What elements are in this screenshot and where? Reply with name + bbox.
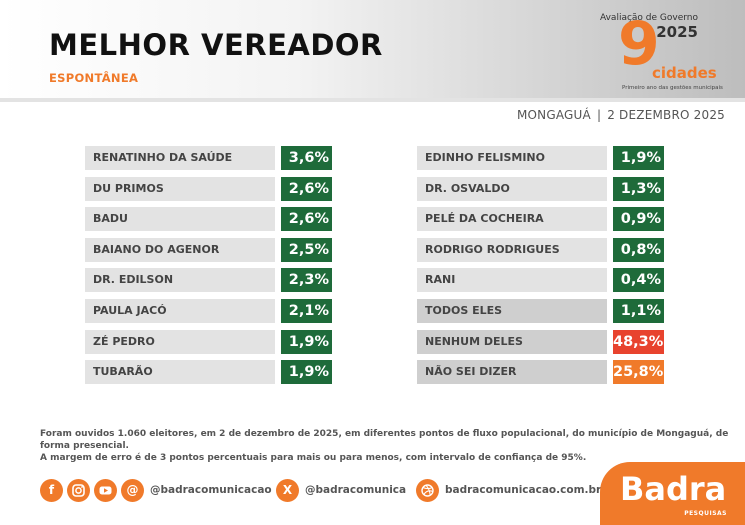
social-handle-x[interactable]: @badracomunica [305, 484, 407, 496]
candidate-name: ZÉ PEDRO [85, 329, 275, 354]
percentage-value: 1,9% [613, 146, 664, 170]
chart-row: PELÉ DA COCHEIRA 0,9% [417, 207, 664, 232]
percentage-value: 2,6% [281, 207, 332, 232]
candidate-name: RODRIGO RODRIGUES [417, 237, 607, 262]
percentage-value: 2,3% [281, 268, 332, 293]
badra-logo-word: Badra [620, 470, 727, 508]
candidate-name: DR. EDILSON [85, 268, 275, 293]
percentage-value: 48,3% [613, 329, 664, 354]
candidate-name: DU PRIMOS [85, 176, 275, 201]
candidate-name: RANI [417, 268, 607, 293]
candidate-name: EDINHO FELISMINO [417, 146, 607, 170]
chart-row: DR. EDILSON 2,3% [85, 268, 332, 293]
chart-row: NENHUM DELES 48,3% [417, 329, 664, 354]
chart-row: RENATINHO DA SAÚDE 3,6% [85, 146, 332, 170]
percentage-value: 2,6% [281, 176, 332, 201]
place-date: MONGAGUÁ | 2 DEZEMBRO 2025 [517, 108, 725, 122]
footnote-line-1: Foram ouvidos 1.060 eleitores, em 2 de d… [40, 429, 729, 451]
date-label: 2 DEZEMBRO 2025 [607, 108, 725, 122]
instagram-icon[interactable] [67, 478, 90, 502]
social-handle-main[interactable]: @badracomunicacao [150, 484, 272, 496]
percentage-value: 0,9% [613, 207, 664, 232]
social-group-main: f @ @badracomunicacao [40, 477, 272, 503]
candidate-name: BADU [85, 207, 275, 232]
chart-row: EDINHO FELISMINO 1,9% [417, 146, 664, 170]
percentage-value: 1,9% [281, 329, 332, 354]
chart-row: TODOS ELES 1,1% [417, 299, 664, 323]
logo-number: 9 [618, 9, 660, 79]
candidate-name: DR. OSVALDO [417, 176, 607, 201]
percentage-value: 0,8% [613, 237, 664, 262]
footnote-line-2: A margem de erro é de 3 pontos percentua… [40, 453, 587, 463]
badra-logo-sub: PESQUISAS [684, 510, 727, 517]
chart-row: TUBARÃO 1,9% [85, 360, 332, 385]
percentage-value: 1,1% [613, 299, 664, 323]
place-date-separator: | [596, 108, 602, 122]
chart-row: BADU 2,6% [85, 207, 332, 232]
badra-logo: Badra PESQUISAS [600, 462, 745, 525]
percentage-value: 0,4% [613, 268, 664, 293]
chart-row: RANI 0,4% [417, 268, 664, 293]
chart-row: NÃO SEI DIZER 25,8% [417, 360, 664, 385]
percentage-value: 25,8% [613, 360, 664, 385]
candidate-name: NENHUM DELES [417, 329, 607, 354]
chart-row: PAULA JACÓ 2,1% [85, 299, 332, 323]
logo-tagline: Primeiro ano das gestões municipais [622, 85, 723, 91]
candidate-name: TUBARÃO [85, 360, 275, 385]
logo-year: 2025 [656, 23, 698, 41]
methodology-footnote: Foram ouvidos 1.060 eleitores, em 2 de d… [40, 428, 730, 464]
candidate-name: PAULA JACÓ [85, 299, 275, 323]
dribbble-icon[interactable] [416, 478, 439, 502]
page-title: MELHOR VEREADOR [49, 28, 383, 62]
percentage-value: 1,9% [281, 360, 332, 385]
place-label: MONGAGUÁ [516, 108, 591, 122]
header-band [0, 0, 745, 98]
website-link[interactable]: badracomunicacao.com.br [445, 484, 602, 496]
chart-row: DR. OSVALDO 1,3% [417, 176, 664, 201]
social-group-x: X @badracomunica [276, 477, 406, 503]
candidate-name: PELÉ DA COCHEIRA [417, 207, 607, 232]
candidate-name: RENATINHO DA SAÚDE [85, 146, 275, 170]
chart-row: ZÉ PEDRO 1,9% [85, 329, 332, 354]
candidate-name: NÃO SEI DIZER [417, 360, 607, 385]
candidate-name: TODOS ELES [417, 299, 607, 323]
percentage-value: 3,6% [281, 146, 332, 170]
header-divider [0, 98, 745, 102]
logo-word: cidades [652, 64, 717, 82]
chart-row: RODRIGO RODRIGUES 0,8% [417, 237, 664, 262]
social-group-site: badracomunicacao.com.br [416, 477, 601, 503]
logo-top-text: Avaliação de Governo [599, 13, 698, 23]
facebook-icon[interactable]: f [40, 478, 63, 502]
percentage-value: 2,1% [281, 299, 332, 323]
percentage-value: 2,5% [281, 237, 332, 262]
page-subtitle: ESPONTÂNEA [49, 71, 139, 85]
candidate-name: BAIANO DO AGENOR [85, 237, 275, 262]
x-icon[interactable]: X [276, 478, 299, 502]
threads-icon[interactable]: @ [121, 478, 144, 502]
chart-row: BAIANO DO AGENOR 2,5% [85, 237, 332, 262]
percentage-value: 1,3% [613, 176, 664, 201]
nove-cidades-logo: Avaliação de Governo 2025 9 cidades Prim… [600, 8, 730, 96]
chart-row: DU PRIMOS 2,6% [85, 176, 332, 201]
youtube-icon[interactable] [94, 478, 117, 502]
